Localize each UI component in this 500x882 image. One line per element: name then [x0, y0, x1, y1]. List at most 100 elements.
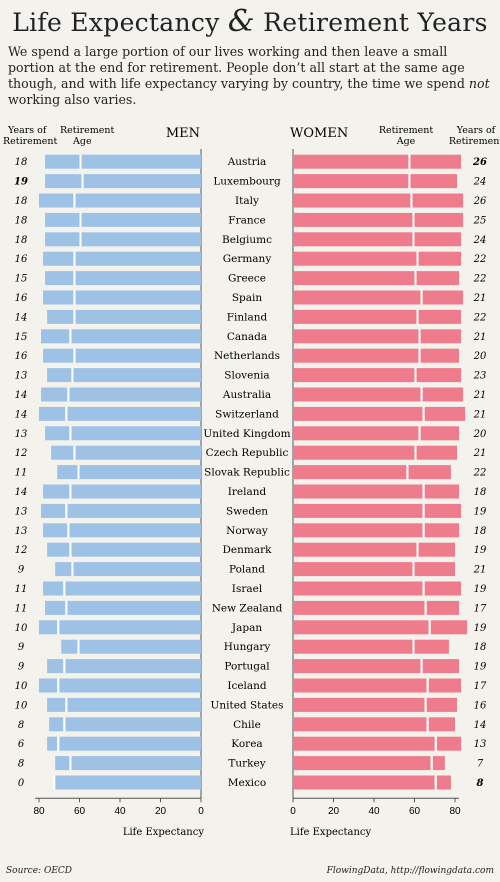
men-working-bar — [71, 756, 202, 771]
women-working-bar — [293, 503, 423, 518]
title-part1: Life Expectancy — [12, 8, 220, 37]
title-part2: Retirement Years — [263, 8, 488, 37]
men-working-bar — [75, 271, 201, 286]
country-label: France — [228, 214, 265, 226]
women-years-label: 24 — [473, 235, 487, 246]
women-working-bar — [293, 775, 435, 790]
women-years-label: 22 — [473, 312, 487, 323]
men-retirement-bar — [45, 232, 80, 247]
men-x-tick-label: 80 — [33, 806, 45, 817]
women-years-label: 20 — [473, 429, 487, 440]
country-label: Norway — [226, 525, 268, 537]
country-label: Chile — [233, 719, 261, 731]
country-label: Portugal — [224, 661, 270, 673]
women-years-label: 24 — [473, 177, 487, 188]
country-label: Hungary — [224, 641, 271, 653]
men-working-bar — [67, 503, 201, 518]
men-years-label: 11 — [15, 468, 28, 479]
men-years-label: 6 — [18, 739, 25, 750]
women-working-bar — [293, 309, 417, 324]
women-retire-header-line1: Retirement — [379, 125, 434, 136]
women-retirement-bar — [424, 406, 466, 421]
women-working-bar — [293, 174, 409, 189]
women-working-bar — [293, 717, 427, 732]
men-working-bar — [75, 251, 201, 266]
men-retirement-bar — [41, 503, 66, 518]
men-retirement-bar — [47, 736, 58, 751]
women-working-bar — [293, 329, 419, 344]
men-years-label: 9 — [18, 642, 25, 653]
women-retirement-bar — [422, 290, 464, 305]
source-note: Source: OECD — [6, 866, 72, 876]
women-years-label: 19 — [474, 506, 487, 517]
men-years-label: 13 — [15, 526, 28, 537]
women-retirement-bar — [414, 232, 462, 247]
women-years-label: 21 — [473, 293, 487, 304]
country-label: Poland — [229, 564, 265, 576]
women-working-bar — [293, 387, 421, 402]
country-label: Slovenia — [224, 370, 269, 382]
country-label: New Zealand — [212, 602, 283, 614]
women-years-label: 13 — [474, 739, 487, 750]
women-retirement-bar — [422, 387, 464, 402]
country-label: Germany — [223, 253, 272, 265]
women-retirement-bar — [424, 503, 462, 518]
women-retirement-bar — [428, 678, 462, 693]
women-working-bar — [293, 659, 421, 674]
women-working-bar — [293, 212, 413, 227]
country-label: Switzerland — [215, 408, 279, 420]
men-working-bar — [59, 678, 201, 693]
country-label: Greece — [228, 273, 266, 285]
intro-emphasis: not — [468, 76, 490, 91]
country-label: Spain — [232, 292, 263, 304]
men-retire-header-line1: Retirement — [60, 125, 115, 136]
men-retirement-bar — [57, 465, 78, 480]
women-label: WOMEN — [290, 126, 348, 141]
men-working-bar — [81, 212, 201, 227]
intro-text: We spend a large portion of our lives wo… — [8, 44, 496, 108]
men-retire-header-line2: Age — [72, 136, 92, 147]
women-retirement-bar — [408, 465, 451, 480]
men-years-label: 15 — [15, 332, 28, 343]
women-retirement-bar — [416, 271, 460, 286]
men-working-bar — [71, 484, 202, 499]
men-years-header-line2: Retirement — [3, 136, 58, 147]
men-working-bar — [69, 387, 201, 402]
women-working-bar — [293, 697, 425, 712]
men-years-label: 13 — [15, 429, 28, 440]
country-label: Israel — [232, 583, 263, 595]
men-years-label: 11 — [15, 603, 28, 614]
women-retirement-bar — [418, 251, 462, 266]
men-working-bar — [59, 736, 201, 751]
men-working-bar — [71, 542, 202, 557]
country-label: Netherlands — [214, 350, 280, 362]
men-retirement-bar — [45, 212, 80, 227]
country-label: Japan — [231, 622, 262, 634]
women-years-label: 16 — [474, 700, 487, 711]
men-retirement-bar — [61, 639, 78, 654]
women-years-header-line1: Years of — [456, 125, 497, 136]
women-years-label: 21 — [473, 448, 487, 459]
country-label: Denmark — [223, 544, 273, 556]
women-years-label: 19 — [474, 584, 487, 595]
men-years-label: 14 — [15, 409, 28, 420]
men-years-label: 12 — [15, 545, 28, 556]
women-years-label: 18 — [474, 526, 487, 537]
women-working-bar — [293, 620, 429, 635]
men-years-label: 18 — [15, 196, 28, 207]
women-retirement-bar — [436, 775, 451, 790]
men-working-bar — [71, 329, 202, 344]
men-years-label: 8 — [18, 759, 24, 770]
women-years-label: 20 — [473, 351, 487, 362]
women-retirement-bar — [424, 484, 460, 499]
men-working-bar — [73, 368, 201, 383]
women-x-axis-label: Life Expectancy — [290, 827, 372, 838]
men-x-tick-label: 40 — [114, 806, 126, 817]
men-retirement-bar — [41, 387, 68, 402]
men-working-bar — [73, 562, 201, 577]
women-years-label: 21 — [473, 409, 487, 420]
women-years-label: 17 — [474, 603, 487, 614]
men-retirement-bar — [55, 562, 72, 577]
country-label: Turkey — [228, 758, 265, 770]
men-working-bar — [67, 406, 201, 421]
